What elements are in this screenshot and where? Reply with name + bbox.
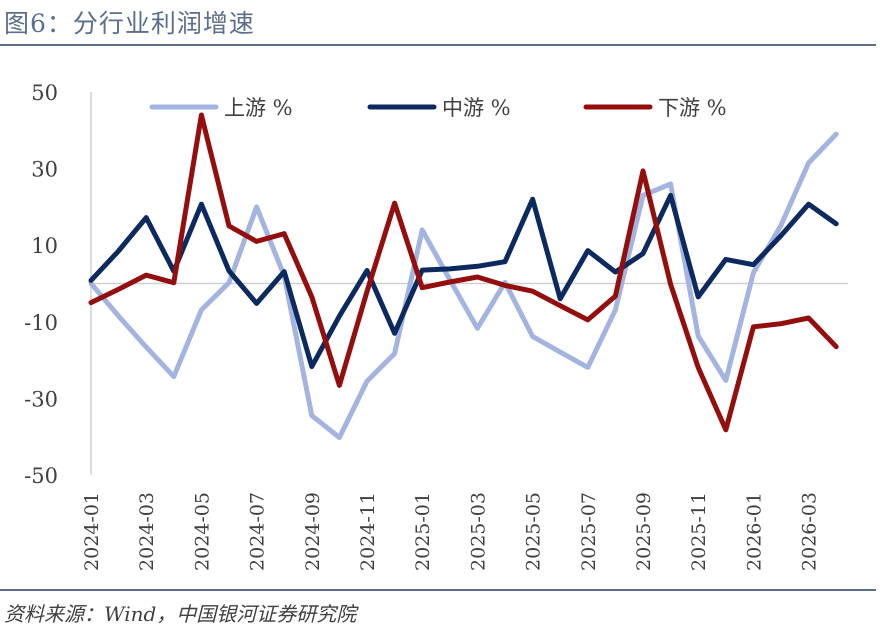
x-tick-label: 2025-05	[523, 492, 545, 571]
series-line	[88, 192, 839, 370]
figure-title: 图6：分行业利润增速	[4, 9, 255, 38]
series-line	[88, 112, 839, 433]
x-tick-label: 2024-05	[191, 492, 213, 571]
series-lines	[88, 112, 839, 440]
x-tick-label: 2025-09	[633, 492, 655, 571]
source-note: 资料来源：Wind，中国银河证券研究院	[4, 602, 357, 626]
x-tick-label: 2025-01	[412, 492, 434, 571]
x-tick-label: 2025-07	[578, 492, 600, 571]
bottom-divider	[0, 589, 876, 591]
legend-label: 中游 %	[442, 96, 511, 120]
top-divider	[0, 44, 876, 46]
y-tick-labels: 50 30 10 -10 -30 -50	[24, 81, 58, 488]
legend: 上游 % 中游 % 下游 %	[149, 96, 727, 120]
x-tick-label: 2024-03	[136, 492, 158, 571]
x-tick-label: 2024-07	[247, 492, 269, 571]
y-tick-label: -50	[24, 464, 58, 488]
x-tick-label: 2024-11	[357, 492, 379, 571]
series-line	[88, 131, 839, 440]
x-tick-label: 2024-01	[81, 492, 103, 571]
x-tick-label: 2026-03	[799, 492, 821, 571]
x-tick-label: 2025-11	[688, 492, 710, 571]
x-tick-label: 2025-03	[467, 492, 489, 571]
x-tick-label: 2026-01	[743, 492, 765, 571]
legend-label: 上游 %	[224, 96, 293, 120]
y-tick-label: 30	[31, 158, 58, 182]
y-tick-label: -30	[24, 387, 58, 411]
x-tick-labels: 2024-01 2024-03 2024-05 2024-07 2024-09 2024-…	[81, 492, 821, 571]
y-tick-label: 50	[31, 81, 58, 105]
y-tick-label: -10	[24, 311, 58, 335]
y-tick-label: 10	[31, 234, 58, 258]
x-tick-label: 2024-09	[302, 492, 324, 571]
legend-label: 下游 %	[658, 96, 727, 120]
